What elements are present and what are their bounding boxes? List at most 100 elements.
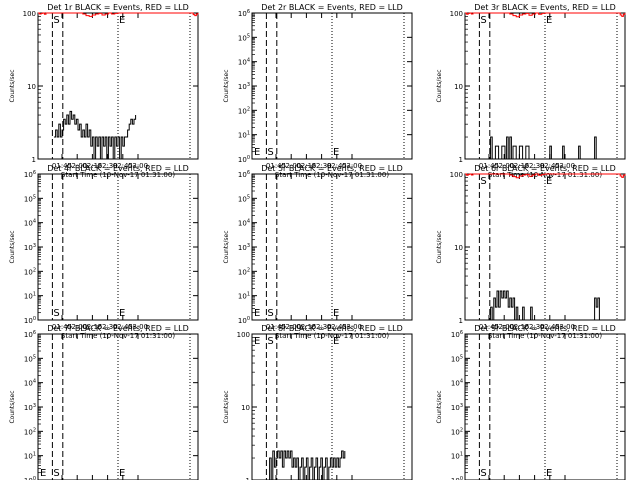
y-tick-label: 10: [454, 244, 463, 252]
y-axis-label: Counts/sec: [436, 230, 443, 263]
x-tick-label: 01:45: [52, 162, 72, 170]
end-marker-label: E: [546, 468, 552, 479]
x-tick-label: 01:45: [266, 323, 286, 331]
start-marker-label: S: [53, 308, 59, 319]
start-marker-label: S: [480, 468, 486, 479]
y-axis-label: Counts/sec: [223, 230, 230, 263]
x-tick-label: 02:45: [113, 162, 133, 170]
x-tick-label: 02:00: [67, 162, 87, 170]
x-tick-label: 02:45: [113, 323, 133, 331]
y-tick-label: 10: [454, 83, 463, 91]
chart-title-det1r: Det 1r BLACK = Events, RED = LLD: [47, 3, 189, 12]
chart-title-det6r: Det 6r BLACK = Events, RED = LLD: [474, 164, 616, 173]
chart-title-det8r: Det 8r BLACK = Events, RED = LLD: [261, 324, 403, 333]
x-tick-label: 02:00: [494, 323, 514, 331]
x-tick-label: 02:15: [82, 162, 102, 170]
y-axis-label: Counts/sec: [223, 69, 230, 102]
series-events-det8r: [268, 450, 346, 480]
end-marker-label: E: [333, 308, 339, 319]
x-tick-label: 02:45: [540, 323, 560, 331]
y-tick-label: 103: [238, 82, 250, 91]
y-tick-label: 100: [24, 476, 36, 480]
start-marker-label: S: [267, 147, 273, 158]
y-axis-label: Counts/sec: [436, 69, 443, 102]
y-tick-label: 104: [238, 58, 250, 67]
y-tick-label: 105: [238, 194, 250, 203]
x-tick-label: 02:30: [312, 323, 332, 331]
y-tick-label: 105: [451, 354, 463, 363]
y-tick-label: 103: [238, 243, 250, 252]
y-tick-label: 105: [238, 33, 250, 42]
x-tick-label: 03:00: [342, 162, 362, 170]
x-axis-label: Start Time (10-Nov-17 01:31:00): [488, 332, 602, 340]
y-tick-label: 101: [238, 131, 250, 140]
y-tick-label: 100: [23, 10, 36, 18]
x-tick-label: 02:00: [281, 323, 301, 331]
y-tick-label: 100: [237, 331, 250, 339]
x-tick-label: 02:15: [509, 162, 529, 170]
start-marker-label: S: [480, 15, 486, 26]
end-marker-label: E: [40, 468, 46, 479]
start-marker-label: S: [53, 468, 59, 479]
start-marker-label: S: [267, 308, 273, 319]
end-marker-label: E: [119, 15, 125, 26]
end-marker-label: E: [119, 308, 125, 319]
x-tick-label: 02:30: [525, 162, 545, 170]
end-marker-label: E: [119, 468, 125, 479]
y-tick-label: 10: [241, 404, 250, 412]
y-axis-label: Counts/sec: [223, 390, 230, 423]
chart-title-det2r: Det 2r BLACK = Events, RED = LLD: [261, 3, 403, 12]
x-tick-label: 03:00: [555, 162, 575, 170]
x-tick-label: 03:00: [555, 323, 575, 331]
y-tick-label: 104: [451, 379, 463, 388]
y-tick-label: 103: [24, 403, 36, 412]
series-lld-det1r: [38, 12, 199, 17]
y-tick-label: 1: [246, 477, 250, 480]
x-tick-label: 02:30: [98, 323, 118, 331]
chart-title-det3r: Det 3r BLACK = Events, RED = LLD: [474, 3, 616, 12]
end-marker-label: E: [254, 308, 260, 319]
end-marker-label: E: [333, 147, 339, 158]
y-axis-label: Counts/sec: [9, 230, 16, 263]
y-tick-label: 100: [238, 155, 250, 164]
y-axis-label: Counts/sec: [9, 69, 16, 102]
y-tick-label: 10: [27, 83, 36, 91]
end-marker-label: E: [546, 176, 552, 187]
y-tick-label: 103: [451, 403, 463, 412]
x-axis-label: Start Time (10-Nov-17 01:31:00): [61, 332, 175, 340]
y-tick-label: 100: [451, 476, 463, 480]
x-tick-label: 03:00: [342, 323, 362, 331]
x-tick-label: 03:00: [128, 323, 148, 331]
y-tick-label: 100: [450, 171, 463, 179]
x-tick-label: 01:45: [52, 323, 72, 331]
start-marker-label: S: [480, 176, 486, 187]
y-tick-label: 102: [238, 267, 250, 276]
y-tick-label: 101: [24, 452, 36, 461]
series-lld-det3r: [465, 12, 626, 18]
x-tick-label: 02:45: [327, 162, 347, 170]
start-marker-label: S: [53, 15, 59, 26]
y-tick-label: 104: [238, 219, 250, 228]
y-axis-label: Counts/sec: [9, 390, 16, 423]
x-tick-label: 02:15: [296, 162, 316, 170]
y-tick-label: 100: [24, 316, 36, 325]
y-tick-label: 101: [238, 292, 250, 301]
y-tick-label: 105: [24, 354, 36, 363]
chart-title-det9r: Det 9r BLACK = Events, RED = LLD: [474, 324, 616, 333]
x-tick-label: 02:45: [540, 162, 560, 170]
x-tick-label: 01:45: [479, 323, 499, 331]
x-tick-label: 02:30: [312, 162, 332, 170]
y-tick-label: 106: [238, 9, 250, 18]
y-tick-label: 102: [451, 427, 463, 436]
y-tick-label: 102: [24, 267, 36, 276]
end-marker-label: E: [546, 15, 552, 26]
y-tick-label: 104: [24, 379, 36, 388]
y-axis-label: Counts/sec: [436, 390, 443, 423]
y-tick-label: 1: [459, 156, 463, 164]
x-tick-label: 02:45: [327, 323, 347, 331]
x-tick-label: 02:15: [296, 323, 316, 331]
chart-title-det4r: Det 4r BLACK = Events, RED = LLD: [47, 164, 189, 173]
y-tick-label: 104: [24, 219, 36, 228]
x-tick-label: 02:30: [525, 323, 545, 331]
